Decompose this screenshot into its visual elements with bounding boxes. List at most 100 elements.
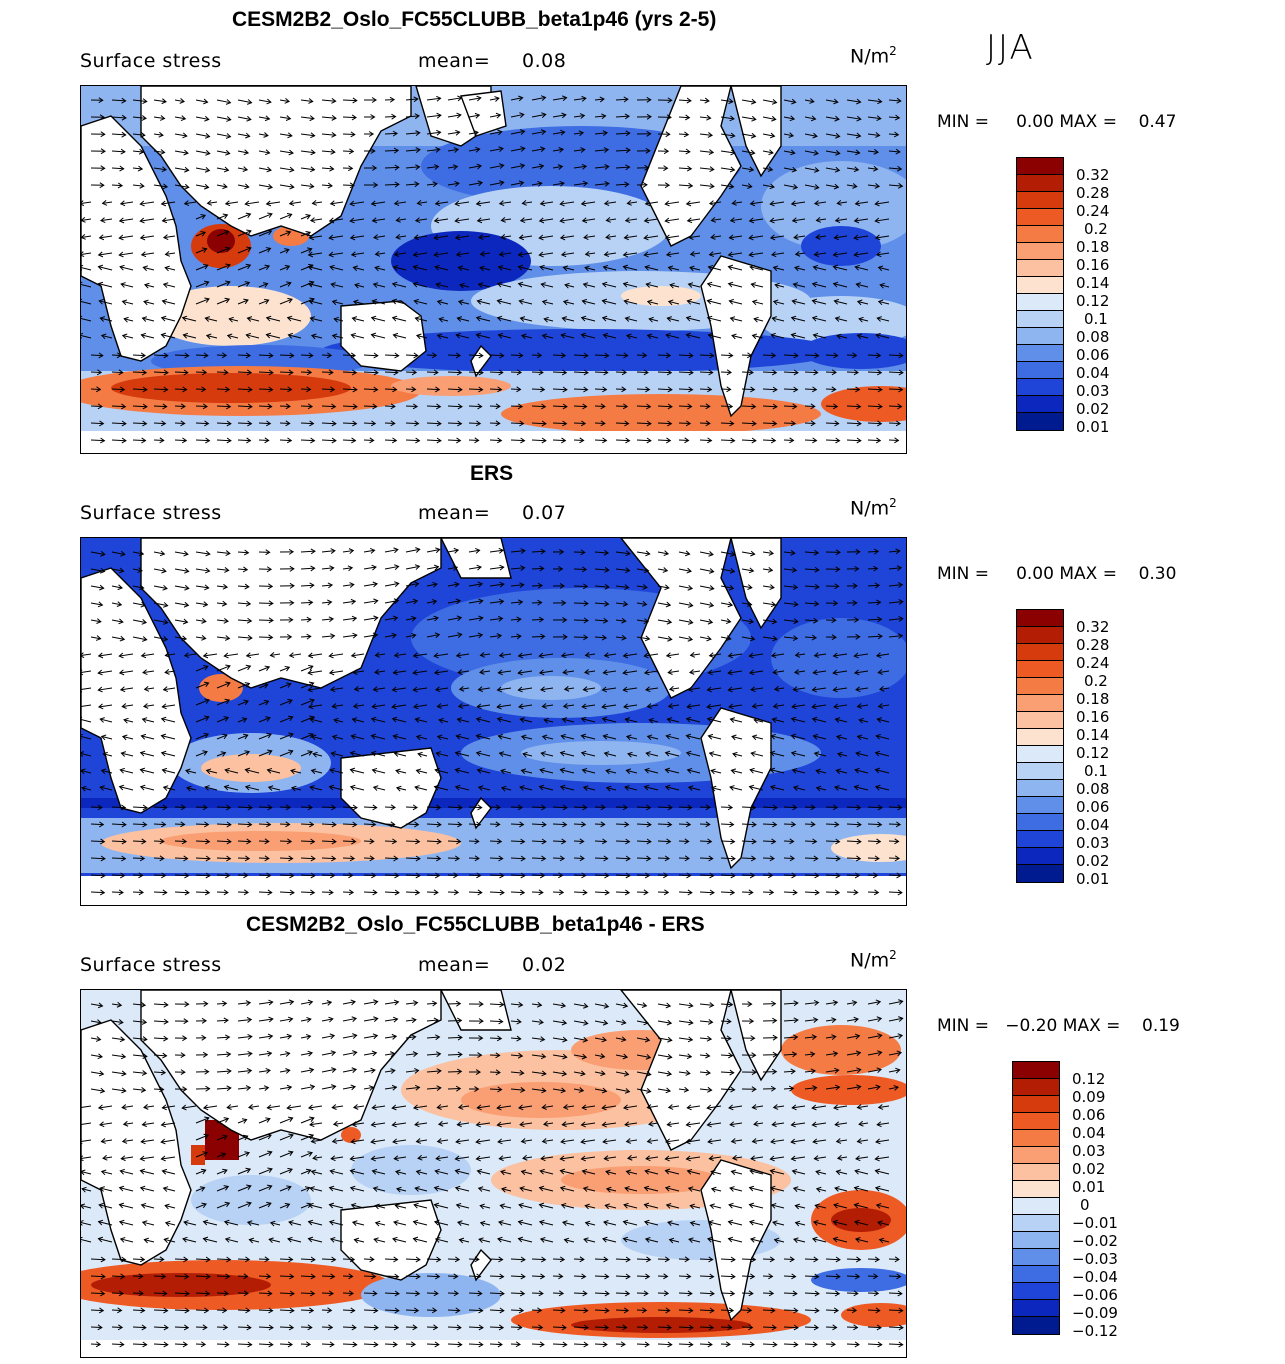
stress-vector-head bbox=[137, 165, 144, 172]
stress-vector bbox=[405, 1069, 419, 1073]
stress-vector-head bbox=[118, 669, 125, 676]
stress-vector-head bbox=[289, 1307, 295, 1314]
stress-vector bbox=[405, 1086, 420, 1090]
stress-vector-head bbox=[140, 332, 146, 339]
stress-vector-head bbox=[516, 633, 522, 640]
stress-vector-head bbox=[433, 652, 439, 659]
stress-vector-head bbox=[138, 148, 145, 155]
stress-vector-head bbox=[268, 1324, 274, 1331]
stress-vector-head bbox=[118, 1019, 124, 1025]
stress-vector-head bbox=[329, 1341, 335, 1348]
stress-vector-head bbox=[247, 420, 253, 427]
stress-vector bbox=[81, 769, 92, 774]
stress-vector-head bbox=[373, 182, 379, 188]
stress-vector-head bbox=[370, 733, 377, 740]
stress-vector bbox=[478, 1238, 491, 1243]
stress-vector bbox=[699, 840, 712, 843]
stress-vector bbox=[833, 266, 848, 271]
stress-vector bbox=[350, 1156, 365, 1160]
stress-vector-head bbox=[729, 1069, 735, 1076]
stress-vector bbox=[605, 1204, 617, 1209]
stress-vector bbox=[161, 201, 176, 205]
stress-vector bbox=[237, 299, 249, 305]
stress-vector bbox=[573, 182, 588, 186]
stress-vector bbox=[237, 602, 251, 605]
stress-vector-head bbox=[347, 565, 354, 572]
stress-vector bbox=[752, 704, 764, 708]
stress-vector bbox=[195, 1169, 206, 1175]
stress-vector bbox=[174, 1326, 189, 1329]
stress-vector bbox=[216, 1053, 231, 1056]
stress-vector-head bbox=[328, 1202, 335, 1209]
stress-vector bbox=[816, 1188, 827, 1192]
stress-vector bbox=[468, 148, 480, 152]
stress-vector-head bbox=[285, 230, 292, 236]
stress-vector-head bbox=[99, 785, 105, 791]
stress-vector-head bbox=[751, 299, 758, 306]
stress-vector bbox=[741, 150, 755, 154]
stress-vector-head bbox=[354, 282, 360, 289]
stress-vector bbox=[573, 388, 588, 391]
stress-vector-head bbox=[517, 669, 523, 676]
stress-vector bbox=[875, 1187, 890, 1192]
stress-vector bbox=[141, 252, 155, 256]
stress-vector-head bbox=[436, 1104, 442, 1110]
stress-vector-head bbox=[163, 352, 169, 359]
stress-vector-head bbox=[605, 768, 611, 775]
stress-vector-head bbox=[687, 403, 693, 410]
stress-vector bbox=[531, 405, 546, 408]
stress-vector bbox=[732, 1156, 743, 1159]
stress-vector-head bbox=[580, 1121, 586, 1128]
stress-vector-head bbox=[666, 369, 673, 376]
stress-vector-head bbox=[265, 716, 271, 722]
stress-vector bbox=[709, 752, 722, 757]
stress-vector bbox=[392, 317, 407, 322]
stress-vector-head bbox=[580, 315, 587, 322]
stress-vector-head bbox=[706, 315, 713, 322]
stress-vector bbox=[266, 201, 281, 205]
stress-vector-head bbox=[772, 804, 778, 811]
stress-vector-head bbox=[288, 1150, 294, 1156]
stress-vector-head bbox=[266, 1133, 272, 1140]
stress-vector-head bbox=[248, 1237, 255, 1244]
stress-vector-head bbox=[476, 163, 482, 170]
stress-vector bbox=[678, 405, 692, 408]
stress-vector-head bbox=[877, 386, 883, 393]
stress-vector-head bbox=[412, 264, 419, 271]
stress-vector bbox=[699, 602, 714, 607]
stress-vector-head bbox=[309, 889, 316, 896]
stress-vector bbox=[417, 1156, 428, 1159]
stress-vector-head bbox=[369, 1256, 375, 1263]
stress-vector bbox=[329, 1221, 344, 1226]
stress-vector-head bbox=[855, 633, 861, 640]
stress-vector bbox=[258, 354, 273, 357]
panel-1-colorbar bbox=[1016, 157, 1064, 431]
stress-vector-head bbox=[769, 183, 775, 190]
stress-vector-head bbox=[667, 97, 673, 104]
stress-vector-head bbox=[770, 352, 777, 359]
stress-vector-head bbox=[646, 420, 652, 427]
stress-vector-head bbox=[707, 1138, 713, 1145]
stress-vector-head bbox=[835, 872, 841, 879]
stress-vector bbox=[258, 717, 271, 723]
stress-vector bbox=[111, 857, 126, 860]
stress-vector-head bbox=[728, 1104, 734, 1111]
stress-vector-head bbox=[164, 1220, 171, 1227]
stress-vector-head bbox=[751, 437, 757, 444]
stress-vector-head bbox=[245, 263, 252, 270]
stress-vector bbox=[300, 874, 315, 877]
stress-vector-head bbox=[768, 550, 775, 556]
stress-vector bbox=[310, 786, 323, 791]
stress-vector-head bbox=[394, 872, 400, 879]
stress-vector-head bbox=[853, 652, 859, 659]
stress-vector-head bbox=[852, 183, 858, 189]
stress-vector bbox=[707, 1105, 722, 1109]
stress-vector bbox=[552, 1020, 567, 1024]
stress-vector bbox=[500, 1204, 512, 1209]
stress-vector-head bbox=[81, 332, 83, 339]
stress-vector bbox=[522, 1156, 533, 1159]
stress-vector-head bbox=[98, 352, 104, 359]
stress-vector bbox=[867, 1034, 882, 1039]
stress-vector bbox=[165, 1222, 176, 1226]
stress-vector-head bbox=[352, 1104, 359, 1110]
